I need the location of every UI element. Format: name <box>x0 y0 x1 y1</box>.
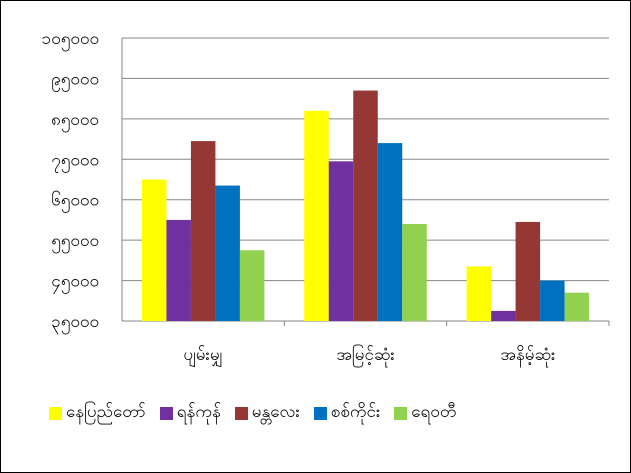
legend-item: ရေဝတီ <box>394 401 456 426</box>
legend-label: မန္တလေး <box>251 402 300 422</box>
y-tick-label: ၉၅၀၀၀ <box>51 69 99 92</box>
x-tick-label: ပျမ်းမျှ <box>183 345 222 368</box>
bar <box>466 266 492 321</box>
bar <box>304 110 329 322</box>
bar <box>141 179 167 321</box>
legend-swatch <box>394 407 408 420</box>
bar <box>377 143 403 321</box>
legend-label: နေပြည်တော် <box>66 402 146 422</box>
legend-label: ရေဝတီ <box>411 402 457 422</box>
bar <box>515 221 541 321</box>
y-tick-label: ၅၅၀၀၀ <box>51 231 99 254</box>
y-tick-label: ၄၅၀၀၀ <box>51 272 99 295</box>
y-tick-label: ၁၀၅၀၀၀ <box>42 29 99 52</box>
legend-swatch <box>159 407 173 420</box>
legend-label: စစ်ကိုင်း <box>330 402 381 422</box>
legend-item: စစ်ကိုင်း <box>313 401 381 426</box>
legend: နေပြည်တော် ရန်ကုန် မန္တလေး စစ်ကိုင်း ရေဝတီ <box>49 401 456 426</box>
bar <box>402 223 427 321</box>
bar <box>166 219 191 321</box>
legend-swatch <box>49 407 62 420</box>
y-tick-label: ၃၅၀၀၀ <box>51 312 99 335</box>
legend-swatch <box>313 407 327 420</box>
bar <box>564 292 590 321</box>
bar <box>540 280 565 321</box>
legend-item: ရန်ကုန် <box>159 401 221 426</box>
bar <box>328 161 354 321</box>
legend-swatch <box>234 407 248 420</box>
y-tick-label: ၇၅၀၀၀ <box>51 150 99 173</box>
y-tick-label: ၈၅၀၀၀ <box>51 110 99 133</box>
legend-item: နေပြည်တော် <box>49 401 146 426</box>
bar <box>491 310 516 321</box>
y-tick-label: ၆၅၀၀၀ <box>51 190 99 214</box>
legend-item: မန္တလေး <box>234 401 300 426</box>
x-tick-label: အနိမ့်ဆုံး <box>500 345 555 368</box>
bar <box>190 141 216 321</box>
bar <box>353 90 378 321</box>
x-tick-label: အမြင့်ဆုံး <box>336 343 394 368</box>
bar <box>215 185 240 321</box>
legend-label: ရန်ကုန် <box>176 402 221 422</box>
bar <box>239 250 265 321</box>
